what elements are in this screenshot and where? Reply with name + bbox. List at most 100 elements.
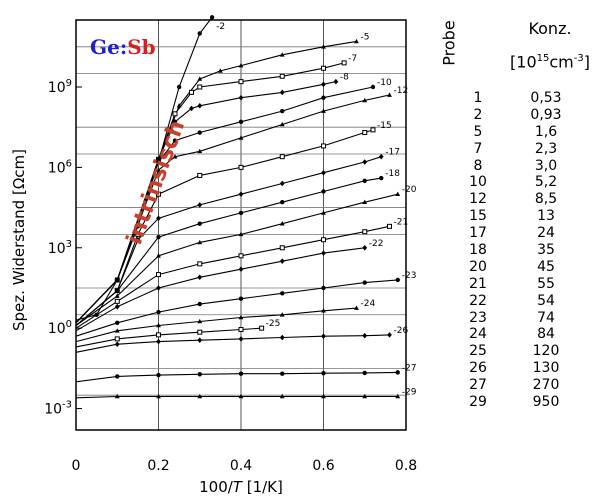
series-point-22-2 [156,285,161,291]
konz-cell: 3,0 [534,157,558,174]
table-row: 18 35 [460,242,600,259]
probe-cell: 1 [473,90,483,106]
chart-title: Ge:Sb [90,35,156,59]
series-point-18-4 [238,210,244,216]
series-point-5-7 [279,52,285,57]
konz-cell: 74 [537,309,555,326]
x-axis-label-var: T [233,478,244,496]
series-point-10-2 [156,159,161,165]
probe-cell: 25 [469,343,487,360]
table-row: 12 8,5 [460,191,600,208]
series-point-10-6 [280,108,285,114]
series-point-23-3 [197,301,202,307]
series-point-21-4 [238,253,244,259]
y-tick-1: 100 [48,319,72,337]
table-row: 27 270 [460,377,600,394]
series-point-27-7 [362,370,367,376]
konz-cell: 24 [537,225,555,242]
series-point-21-8 [387,223,392,229]
series-point-21-6 [321,237,326,243]
series-point-29-5 [279,393,285,399]
series-point-17-7 [321,169,326,176]
series-point-29-1 [114,393,120,399]
series-point-12-4 [197,148,203,154]
y-tick-0: 10-3 [44,400,72,418]
series-label-12: -12 [394,86,409,96]
y-axis-label: Spez. Widerstand [Ωcm] [10,149,28,331]
probe-cell: 20 [469,258,487,275]
series-point-26-8 [387,332,392,338]
series-point-27-4 [238,371,244,376]
series-point-10-8 [370,84,376,90]
konz-cell: 13 [537,208,555,225]
series-point-25-3 [197,329,203,335]
konz-cell: 0,93 [530,106,562,123]
series-label-20: -20 [402,185,417,195]
konz-cell: 54 [537,292,555,309]
series-point-23-1 [115,320,120,326]
table-row: 20 45 [460,259,600,276]
series-point-17-8 [362,159,368,165]
konz-cell: 2,3 [534,140,558,157]
resistivity-chart: -2 -5 -7 -8 -10-12 -15 -17 -18-20 -21 -22 -23 -24 -2… [10,15,418,496]
series-point-23-2 [156,309,161,315]
series-point-27-6 [321,370,326,376]
probe-cell: 24 [469,326,487,343]
series-point-2-6 [197,31,202,36]
series-point-7-5 [197,84,203,90]
series-point-26-2 [156,338,161,345]
series-label-17: -17 [385,148,400,158]
series-point-18-2 [156,234,161,240]
series-point-15-9 [370,127,376,133]
probe-header-text: Probe [439,20,459,66]
series-point-27-2 [156,372,161,378]
table-row: 5 1,6 [460,124,600,141]
series-point-12-2 [156,167,161,172]
series-point-24-2 [156,322,161,328]
series-label-18: -18 [385,169,400,179]
series-point-23-4 [238,296,244,301]
series-point-7-9 [341,60,347,66]
series-label-10: -10 [377,78,392,88]
probe-cell: 27 [469,377,487,394]
series-label-7: -7 [348,54,357,64]
y-tick-2: 103 [48,239,72,257]
table-row: 15 13 [460,208,600,225]
series-line-24 [75,307,357,343]
series-point-29-7 [362,393,368,399]
table-row: 21 55 [460,276,600,293]
series-point-24-6 [321,308,326,313]
x-axis-label: 100/T [1/K] [199,478,283,496]
table-row: 10 5,2 [460,174,600,191]
curve-labels: -2 -5 -7 -8 -10-12 -15 -17 -18-20 -21 -22 -23 -24 -2… [216,22,417,398]
series-point-8-3 [172,119,178,125]
konz-header-label: Konz. [528,19,572,38]
probe-cell: 5 [473,123,483,140]
series-point-2-7 [209,15,215,20]
konz-cell: 45 [537,258,555,275]
series-point-17-3 [156,215,161,222]
series-label-22: -22 [369,239,384,249]
series-label-27: -27 [402,363,417,373]
series-point-18-7 [362,178,367,183]
probe-cell: 8 [473,157,483,174]
series-point-8-9 [333,78,339,85]
series-point-12-3 [172,154,178,159]
series-point-20-2 [156,253,161,258]
series-point-23-5 [280,291,285,296]
x-tick-4: 0.8 [395,458,417,474]
series-label-8: -8 [340,73,349,83]
konz-cell: 35 [537,242,555,259]
probe-cell: 29 [469,394,487,411]
series-point-15-4 [197,172,203,178]
table-row: 17 24 [460,225,600,242]
series-point-26-3 [197,337,203,344]
series-point-25-1 [114,336,120,342]
konz-cell: 84 [537,326,555,343]
series-point-15-2 [135,231,141,237]
y-tick-4: 109 [48,78,72,96]
series-point-8-8 [321,81,326,88]
probe-cell: 7 [473,140,483,157]
series-point-22-1 [114,303,120,310]
x-tick-labels: 0 0.2 0.4 0.6 0.8 [72,458,418,474]
